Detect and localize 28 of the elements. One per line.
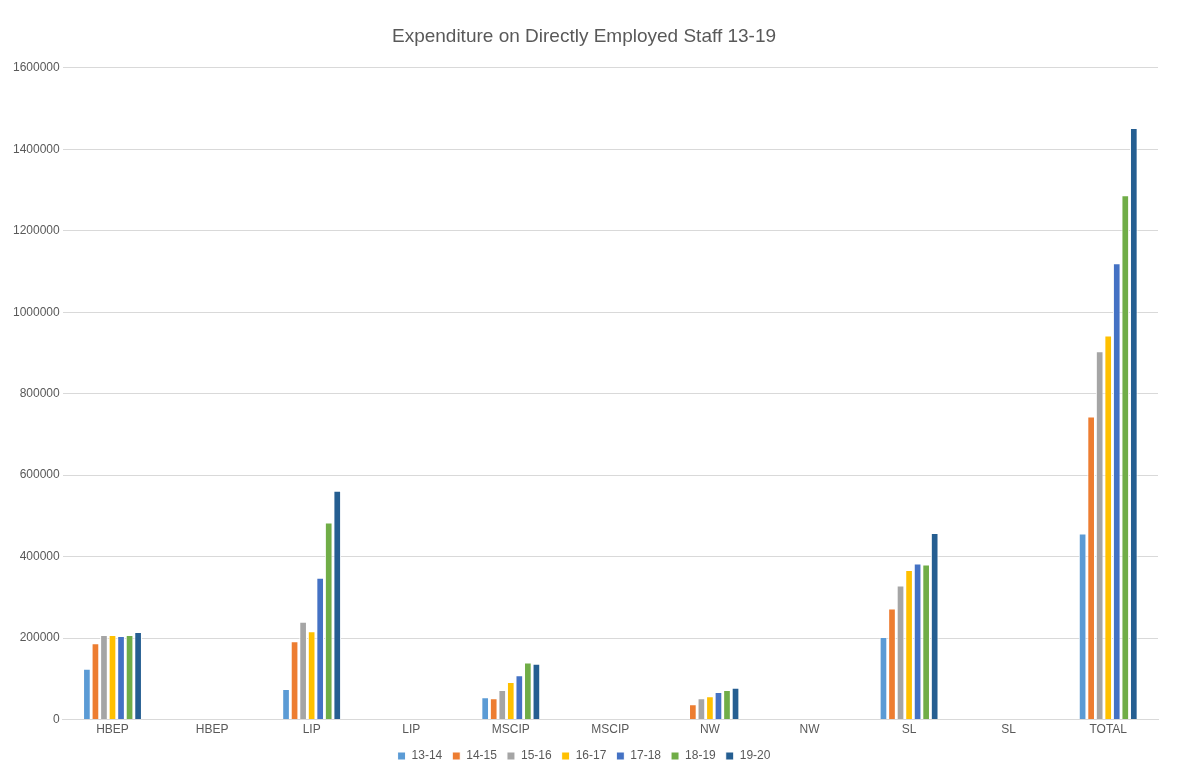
x-tick-label: LIP <box>402 722 421 737</box>
legend-label: 13-14 <box>411 748 443 763</box>
y-tick-label: 1600000 <box>13 60 61 75</box>
y-tick-label: 800000 <box>19 386 61 401</box>
x-tick-label: LIP <box>302 722 321 737</box>
x-tick-label: MSCIP <box>491 722 530 737</box>
y-tick-label: 0 <box>53 711 61 726</box>
x-tick-label: SL <box>901 722 917 737</box>
x-tick-label: HBEP <box>96 722 129 737</box>
x-tick-label: HBEP <box>195 722 229 737</box>
legend-label: 16-17 <box>575 748 607 763</box>
y-tick-label: 200000 <box>19 630 61 645</box>
chart-title: Expenditure on Directly Employed Staff 13-19 <box>391 24 777 46</box>
legend-label: 18-19 <box>685 748 717 763</box>
y-tick-label: 400000 <box>19 548 61 563</box>
y-tick-label: 1000000 <box>13 304 61 319</box>
x-tick-label: NW <box>699 722 721 737</box>
y-tick-label: 1200000 <box>13 223 61 238</box>
y-tick-label: 600000 <box>19 467 61 482</box>
x-tick-label: MSCIP <box>591 722 630 737</box>
y-tick-label: 1400000 <box>13 141 61 156</box>
legend-label: 15-16 <box>520 748 552 763</box>
x-tick-label: TOTAL <box>1089 722 1128 737</box>
x-tick-label: SL <box>1001 722 1017 737</box>
legend-label: 17-18 <box>630 748 662 763</box>
legend-label: 19-20 <box>739 748 771 763</box>
legend-label: 14-15 <box>466 748 498 763</box>
x-tick-label: NW <box>799 722 821 737</box>
